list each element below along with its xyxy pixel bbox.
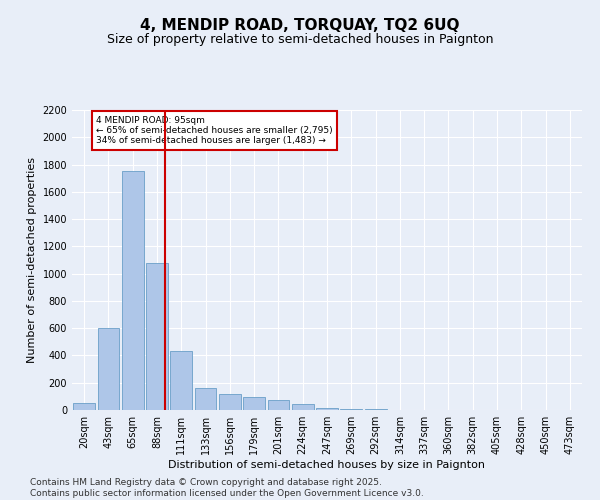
Bar — [243, 397, 265, 410]
Bar — [316, 408, 338, 410]
Bar — [194, 388, 217, 410]
Bar — [146, 262, 168, 410]
Text: 4, MENDIP ROAD, TORQUAY, TQ2 6UQ: 4, MENDIP ROAD, TORQUAY, TQ2 6UQ — [140, 18, 460, 32]
Text: Size of property relative to semi-detached houses in Paignton: Size of property relative to semi-detach… — [107, 32, 493, 46]
Bar — [73, 403, 95, 410]
Text: 4 MENDIP ROAD: 95sqm
← 65% of semi-detached houses are smaller (2,795)
34% of se: 4 MENDIP ROAD: 95sqm ← 65% of semi-detac… — [96, 116, 333, 146]
Bar — [292, 404, 314, 410]
Bar — [122, 172, 143, 410]
Bar — [97, 328, 119, 410]
Bar — [170, 352, 192, 410]
Y-axis label: Number of semi-detached properties: Number of semi-detached properties — [27, 157, 37, 363]
X-axis label: Distribution of semi-detached houses by size in Paignton: Distribution of semi-detached houses by … — [169, 460, 485, 470]
Bar — [219, 394, 241, 410]
Text: Contains HM Land Registry data © Crown copyright and database right 2025.
Contai: Contains HM Land Registry data © Crown c… — [30, 478, 424, 498]
Bar — [268, 400, 289, 410]
